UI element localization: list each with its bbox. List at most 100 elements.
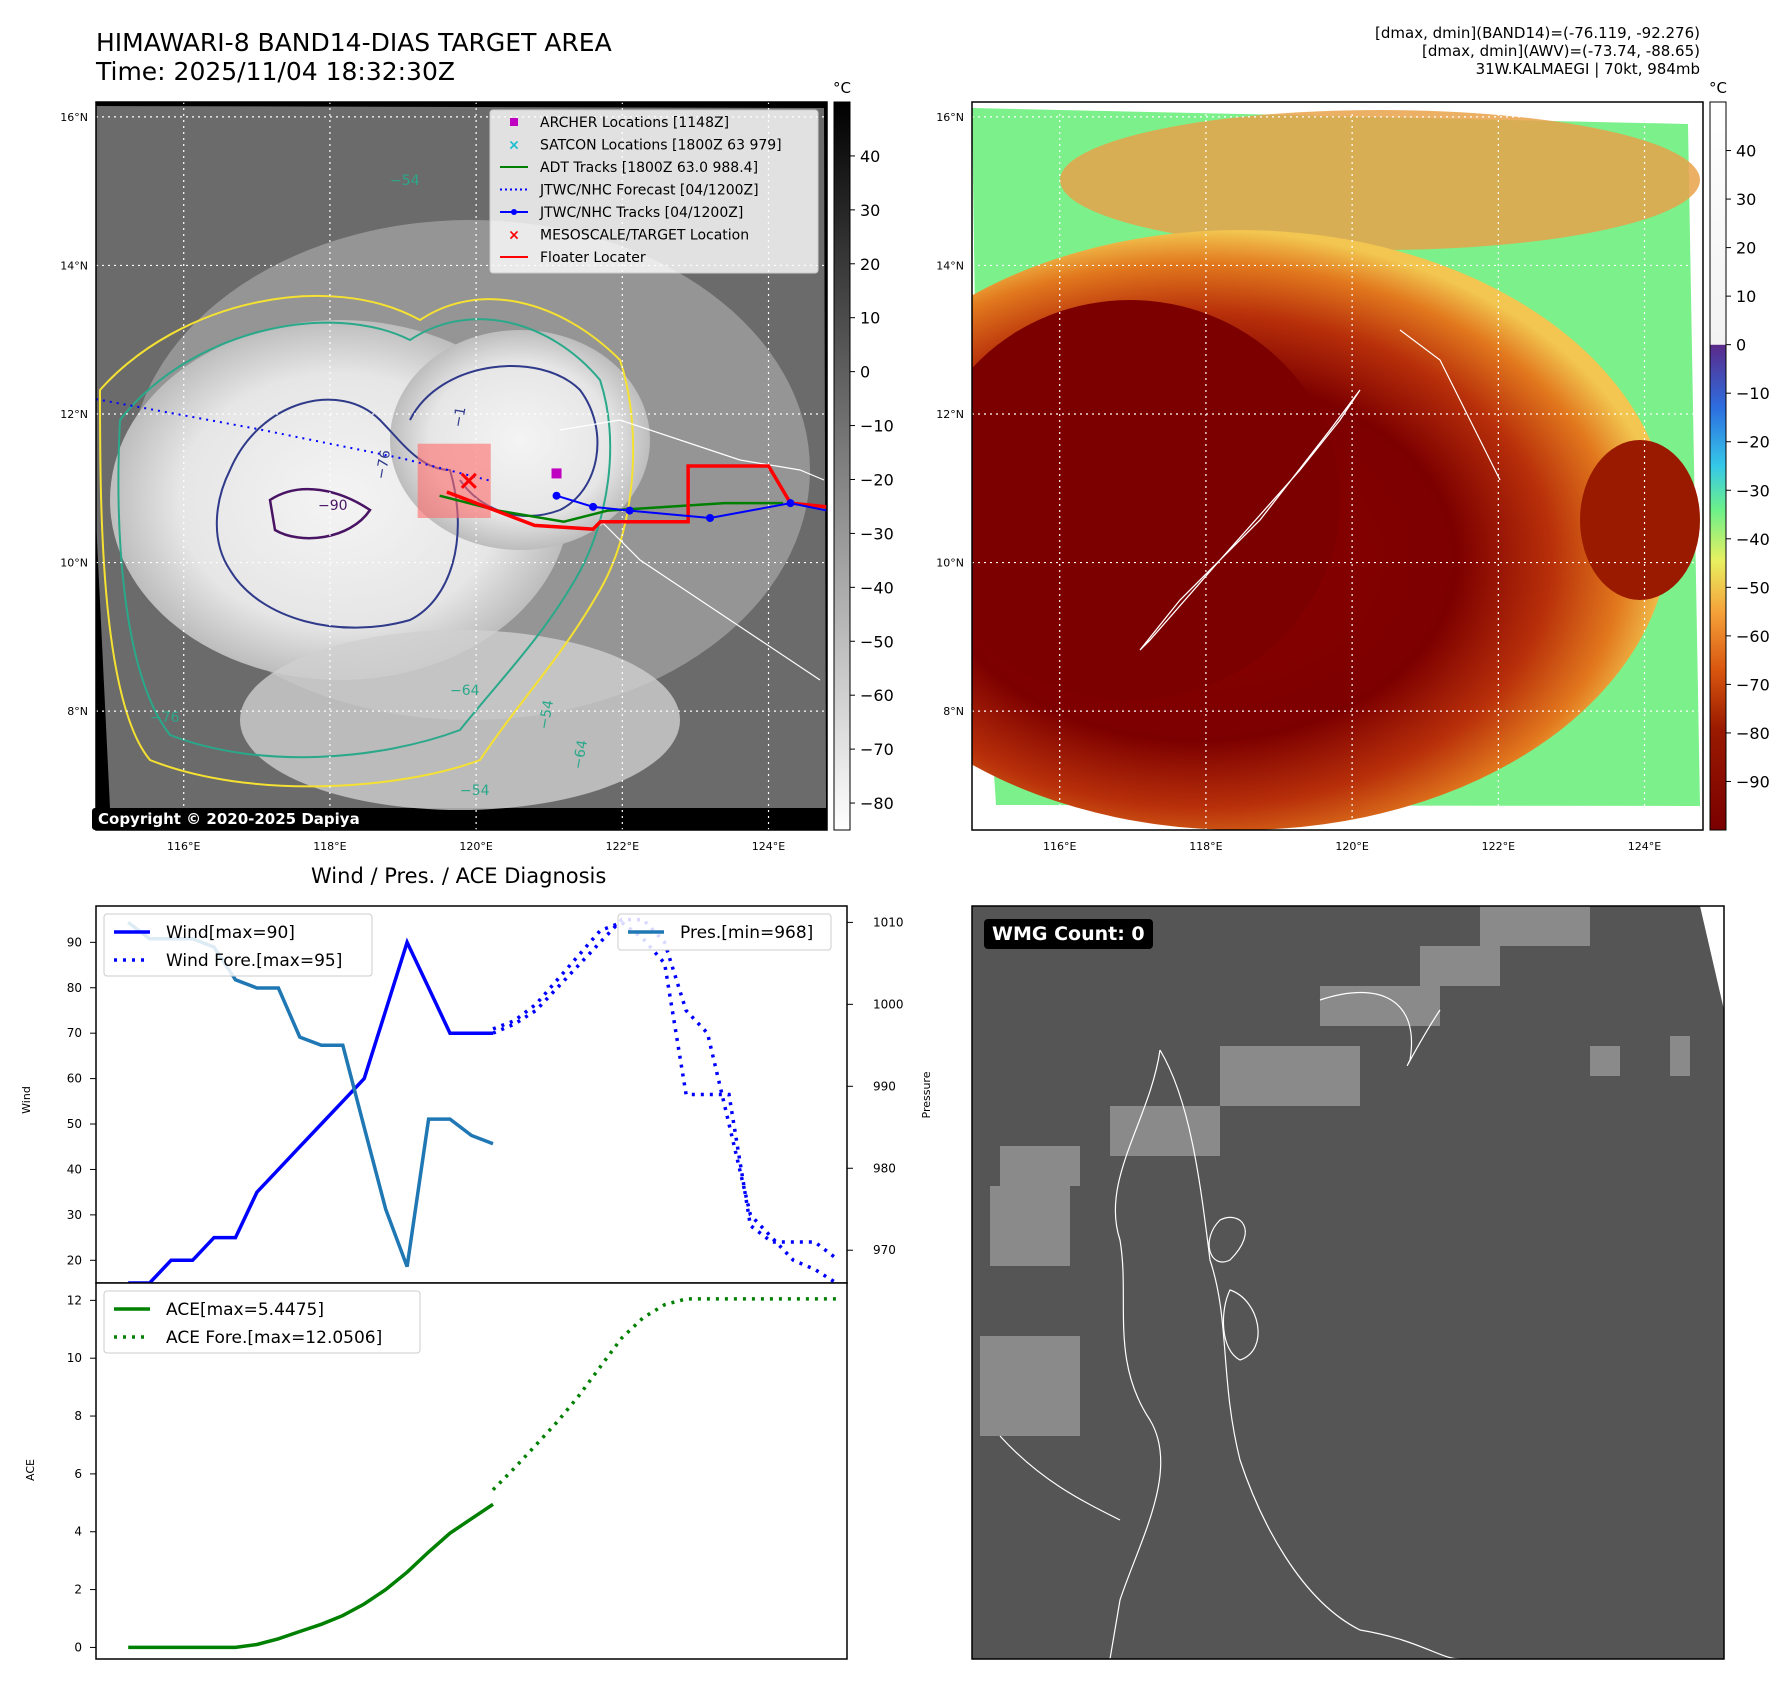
wmg-patch [1220,1046,1360,1106]
wmg-patch [990,1186,1070,1266]
legend-swatch-dot [511,209,517,215]
legend-label: ADT Tracks [1800Z 63.0 988.4] [540,160,758,176]
legend-label: JTWC/NHC Tracks [04/1200Z] [539,205,743,221]
ace-axes: 0 2 4 6 8 10 12 [67,1293,96,1654]
legend-items: ARCHER Locations [1148Z] × SATCON Location… [500,115,782,266]
wmg-coastline [1319,991,1441,1066]
lon-tick-label: 120°E [459,840,492,853]
jtwc-track-points [552,491,795,522]
lon-tick-label: 124°E [752,840,785,853]
wmg-coastline [999,1435,1121,1521]
wind-pressure-axes: 20 30 40 50 60 70 80 90 970 980 990 1000 1010 [67,915,904,1267]
colorbar-tick-label: 10 [1736,287,1756,306]
series-ace [128,1502,494,1650]
wind-ytick-label: 50 [67,1117,82,1131]
wind-legend-box [103,913,373,977]
lon-tick-label: 118°E [313,840,346,853]
colorbar-tick-label: −70 [860,740,894,759]
lon-tick-label: 116°E [167,840,200,853]
colorbar-tick-label: −40 [1736,530,1770,549]
awv-map-frame [971,101,1704,831]
archer-location-marker [551,468,562,479]
legend-swatch: × [508,228,520,244]
awv-north-band [1060,110,1700,250]
legend-label-pressure: Pres.[min=968] [680,923,813,943]
jtwc-track-point [786,499,795,508]
colorbar-tick-label: 40 [860,147,880,166]
wind-ytick-label: 60 [67,1072,82,1086]
wmg-count-badge: WMG Count: 0 [984,919,1153,949]
jtwc-track [556,494,828,520]
pressure-legend-box [617,913,832,951]
ir-colorbar-unit: °C [833,79,851,97]
legend-swatch: × [508,138,520,154]
contour-navy-west [215,398,459,629]
wmg-patch [1670,1036,1690,1076]
wmg-coastline [1159,1049,1461,1659]
legend-label-ace: ACE[max=5.4475] [166,1300,324,1320]
legend-label-ace-forecast: ACE Fore.[max=12.0506] [166,1328,382,1348]
wind-ytick-label: 30 [67,1208,82,1222]
diagnosis-title: Wind / Pres. / ACE Diagnosis [311,864,607,888]
ir-map-axis-labels: 16°N 14°N 12°N 10°N 8°N 116°E 118°E 120°E 122°E 1… [60,111,785,853]
lat-tick-label: 8°N [67,705,88,718]
lon-tick-label: 120°E [1335,840,1368,853]
series-wind [128,937,493,1285]
ace-panel: 0 2 4 6 8 10 12 ACE ACE[max=5.4475] ACE Fore.[… [24,1282,848,1660]
lon-tick-label: 118°E [1189,840,1222,853]
colorbar-tick-label: −60 [860,686,894,705]
ir-imagery [96,106,826,810]
colorbar-tick-label: −50 [860,632,894,651]
colorbar-tick-label: −10 [860,417,894,436]
legend-label-wind: Wind[max=90] [166,923,295,943]
ir-colorbar-ticks: 40 30 20 10 0 −10 −20 −30 −40 −50 −60 −70 −80 [850,147,894,813]
lat-tick-label: 16°N [936,111,964,124]
jtwc-track-point [589,502,598,511]
wmg-patch [1110,1106,1220,1156]
wmg-patch [1320,986,1440,1026]
pressure-axis-label: Pressure [920,1071,933,1118]
wmg-patch [980,1336,1080,1436]
colorbar-tick-label: −60 [1736,627,1770,646]
wmg-background [972,906,1724,1659]
wmg-corner [1700,906,1724,1010]
contour-yellow [98,295,635,788]
pressure-ytick-label: 990 [873,1079,896,1093]
wmg-patch [1420,946,1500,986]
pressure-ytick-label: 1000 [873,997,904,1011]
wmg-coastline [1208,1216,1246,1263]
colorbar-tick-label: −30 [860,524,894,543]
awv-colorbar-ramp [1709,101,1727,831]
map-legend: ARCHER Locations [1148Z] × SATCON Location… [489,109,819,274]
ace-legend: ACE[max=5.4475] ACE Fore.[max=12.0506] [103,1290,421,1354]
wind-ytick-label: 20 [67,1253,82,1267]
awv-imagery [972,108,1700,830]
contour-teal [117,318,612,759]
contour-label: −76 [373,449,394,481]
awv-colorbar-unit: °C [1709,79,1727,97]
wind-ytick-label: 90 [67,935,82,949]
target-location-marker [460,472,477,489]
series-ace-forecast [491,1297,837,1492]
colorbar-tick-label: 10 [860,309,880,328]
wind-legend: Wind[max=90] Wind Fore.[max=95] [103,913,373,977]
colorbar-tick-label: 0 [1736,336,1746,355]
legend-label: JTWC/NHC Forecast [04/1200Z] [539,183,759,199]
lat-tick-label: 12°N [60,408,88,421]
lat-tick-label: 16°N [60,111,88,124]
awv-colorbar-ticks: 40 30 20 10 0 −10 −20 −30 −40 −50 −60 −70 −80 −90 [1726,142,1770,791]
colorbar-tick-label: −80 [860,794,894,813]
colorbar-tick-label: −20 [860,470,894,489]
pressure-legend: Pres.[min=968] [617,913,832,951]
contour-label: −64 [570,739,591,771]
contour-purple [268,487,372,540]
awv-map-gridlines [972,102,1703,830]
ace-ytick-label: 2 [74,1583,82,1597]
ir-colorbar: °C 40 30 20 10 0 −10 −20 −30 −40 −50 −60 −70 −80 [833,79,894,831]
info-line-awv: [dmax, dmin](AWV)=(-73.74, -88.65) [1421,42,1700,60]
contour-label: −54 [460,783,490,799]
colorbar-tick-label: −70 [1736,675,1770,694]
ace-ytick-label: 4 [74,1525,82,1539]
